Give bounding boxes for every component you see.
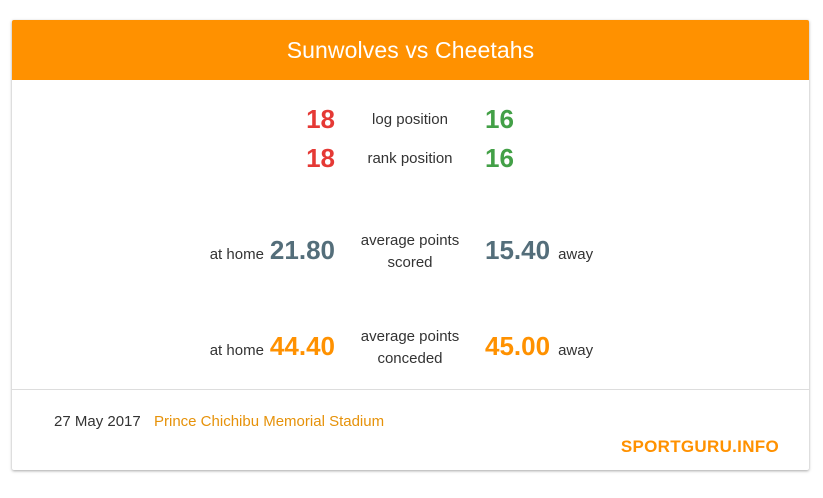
rank-position-row: 18 rank position 16 [12, 143, 809, 175]
home-scored-prefix: at home [209, 246, 264, 263]
brand-link[interactable]: SPORTGURU.INFO [620, 437, 779, 456]
home-log-position: 18 [306, 104, 335, 134]
points-scored-label-line1: average points [360, 232, 460, 249]
match-title: Sunwolves vs Cheetahs [286, 36, 535, 63]
home-points-scored: 21.80 [269, 235, 335, 265]
away-scored-suffix: away [558, 246, 594, 263]
away-log-position: 16 [485, 104, 514, 134]
away-rank-position: 16 [485, 143, 514, 173]
home-rank-position: 18 [306, 143, 335, 173]
match-venue-link[interactable]: Prince Chichibu Memorial Stadium [154, 413, 385, 430]
points-conceded-row: at home 44.40 average points conceded 45… [12, 326, 809, 374]
points-conceded-label: average points conceded [330, 326, 490, 370]
away-points-scored: 15.40 [485, 235, 551, 265]
home-points-conceded: 44.40 [269, 331, 335, 361]
away-points-conceded: 45.00 [485, 331, 551, 361]
match-header: Sunwolves vs Cheetahs [12, 20, 809, 80]
rank-position-label: rank position [367, 150, 453, 167]
points-conceded-label-line1: average points [360, 328, 460, 345]
points-scored-label: average points scored [330, 230, 490, 274]
log-position-row: 18 log position 16 [12, 104, 809, 136]
match-date: 27 May 2017 [54, 413, 141, 430]
away-conceded-suffix: away [558, 342, 594, 359]
points-scored-row: at home 21.80 average points scored 15.4… [12, 230, 809, 278]
points-conceded-label-line2: conceded [377, 350, 443, 367]
footer-divider [12, 389, 809, 390]
points-scored-label-line2: scored [387, 254, 433, 271]
match-card: Sunwolves vs Cheetahs 18 log position 16… [12, 20, 809, 470]
log-position-label: log position [372, 111, 448, 128]
home-conceded-prefix: at home [209, 342, 264, 359]
